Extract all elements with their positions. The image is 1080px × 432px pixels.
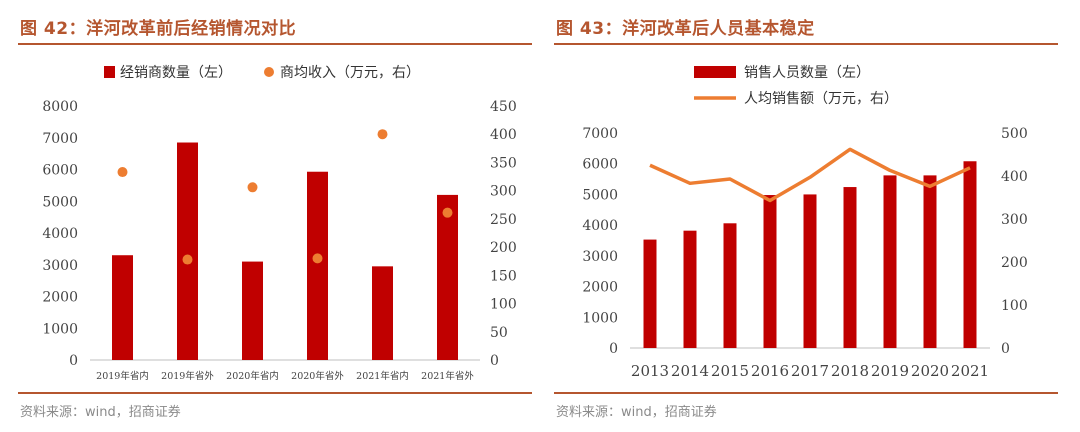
legend-label: 人均销售额（万元，右） xyxy=(744,91,898,107)
x-tick-label: 2014 xyxy=(671,362,709,380)
y-right-tick-label: 100 xyxy=(1001,298,1028,314)
bar xyxy=(437,194,458,360)
x-tick-label: 2020 xyxy=(911,362,949,380)
legend-label: 商均收入（万元，右） xyxy=(280,65,420,81)
y-left-tick-label: 7000 xyxy=(582,126,618,142)
legend-swatch-bar xyxy=(694,66,736,78)
bar xyxy=(803,194,817,348)
y-left-tick-label: 1000 xyxy=(42,321,78,337)
legend-label: 经销商数量（左） xyxy=(120,65,232,81)
chart-42-plot: 0 1000 2000 3000 4000 5000 6000 7000 8000 0 50 100 1… xyxy=(42,65,517,382)
x-tick-label: 2017 xyxy=(791,362,829,380)
bar xyxy=(963,161,977,348)
y-right-tick-label: 400 xyxy=(490,127,517,143)
x-tick-label: 2019 xyxy=(871,362,909,380)
y-right-tick-label: 200 xyxy=(490,240,517,256)
title-rule xyxy=(554,43,1058,45)
y-right-tick-label: 500 xyxy=(1001,126,1028,142)
scatter-point xyxy=(247,182,258,193)
y-right-tick-label: 50 xyxy=(490,325,508,341)
scatter-point xyxy=(442,207,453,218)
y-right-tick-label: 300 xyxy=(490,184,517,200)
y-left-tick-label: 5000 xyxy=(582,187,618,203)
y-left-tick-label: 0 xyxy=(69,353,78,369)
scatter-point xyxy=(182,254,193,265)
x-tick-label: 2021 xyxy=(951,362,989,380)
y-right-tick-label: 350 xyxy=(490,155,517,171)
source-note: 资料来源：wind，招商证券 xyxy=(556,405,717,420)
title-rule xyxy=(18,43,532,45)
bar xyxy=(242,261,263,360)
x-tick-label: 2016 xyxy=(751,362,789,380)
x-tick-label: 2020年省内 xyxy=(226,370,279,382)
y-left-tick-label: 2000 xyxy=(42,290,78,306)
y-left-tick-label: 3000 xyxy=(582,249,618,265)
source-rule xyxy=(18,392,532,394)
y-left-tick-label: 7000 xyxy=(42,131,78,147)
figure-title: 图 42：洋河改革前后经销情况对比 xyxy=(20,19,297,39)
series-line xyxy=(649,147,971,203)
bar xyxy=(112,255,133,360)
y-right-tick-label: 150 xyxy=(490,268,517,284)
x-tick-label: 2019年省内 xyxy=(96,370,149,382)
y-right-tick-label: 250 xyxy=(490,212,517,228)
y-right-tick-label: 200 xyxy=(1001,255,1028,271)
bar xyxy=(372,266,393,360)
figure-43-panel: 图 43：洋河改革后人员基本稳定 0 1000 2000 3000 4000 5000 60… xyxy=(548,0,1080,432)
chart-43-plot: 0 1000 2000 3000 4000 5000 6000 7000 0 100 200 300 4… xyxy=(582,65,1028,380)
x-tick-label: 2019年省外 xyxy=(161,370,214,382)
legend-swatch-dot xyxy=(264,67,274,77)
y-right-tick-label: 450 xyxy=(490,99,517,115)
y-left-tick-label: 0 xyxy=(609,341,618,357)
y-right-tick-label: 400 xyxy=(1001,169,1028,185)
x-tick-label: 2015 xyxy=(711,362,749,380)
y-left-tick-label: 5000 xyxy=(42,194,78,210)
bar xyxy=(723,223,737,348)
y-left-tick-label: 2000 xyxy=(582,280,618,296)
bar xyxy=(643,239,657,348)
x-tick-label: 2021年省外 xyxy=(421,370,474,382)
y-left-tick-label: 4000 xyxy=(42,226,78,242)
y-right-tick-label: 300 xyxy=(1001,212,1028,228)
figure-42-panel: 图 42：洋河改革前后经销情况对比 0 1000 2000 3000 4000 5000 6… xyxy=(18,19,532,420)
scatter-point xyxy=(377,129,388,140)
y-left-tick-label: 6000 xyxy=(582,157,618,173)
bar xyxy=(883,175,897,348)
legend-label: 销售人员数量（左） xyxy=(744,65,870,81)
y-left-tick-label: 6000 xyxy=(42,163,78,179)
scatter-point xyxy=(117,167,128,178)
x-tick-label: 2020年省外 xyxy=(291,370,344,382)
x-tick-label: 2018 xyxy=(831,362,869,380)
source-rule xyxy=(554,392,1058,394)
y-right-tick-label: 100 xyxy=(490,297,517,313)
bar xyxy=(177,142,198,360)
figure-title: 图 43：洋河改革后人员基本稳定 xyxy=(556,19,815,39)
y-left-tick-label: 4000 xyxy=(582,218,618,234)
bar xyxy=(307,171,328,360)
y-right-tick-label: 0 xyxy=(490,353,499,369)
x-tick-label: 2021年省内 xyxy=(356,370,409,382)
scatter-point xyxy=(312,253,323,264)
legend-swatch-bar xyxy=(104,66,115,78)
source-note: 资料来源：wind，招商证券 xyxy=(20,405,181,420)
y-left-tick-label: 8000 xyxy=(42,99,78,115)
x-tick-label: 2013 xyxy=(631,362,669,380)
bar xyxy=(843,187,857,348)
bar xyxy=(683,230,697,348)
y-left-tick-label: 3000 xyxy=(42,258,78,274)
bar xyxy=(923,175,937,348)
bar xyxy=(763,195,777,348)
y-right-tick-label: 0 xyxy=(1001,341,1010,357)
y-left-tick-label: 1000 xyxy=(582,310,618,326)
